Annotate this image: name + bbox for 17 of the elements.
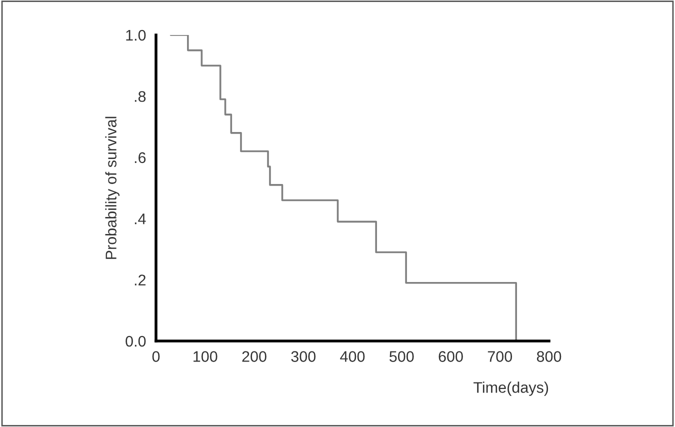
x-tick-label: 700: [488, 351, 512, 362]
y-tick-label: .6: [134, 152, 146, 164]
y-tick-label: .2: [134, 274, 146, 286]
x-axis-title: Time(days): [474, 382, 548, 396]
x-tick-label: 200: [242, 351, 266, 362]
y-tick-label: 1.0: [126, 30, 146, 41]
x-tick-label: 800: [536, 351, 562, 362]
x-tick-label: 100: [194, 351, 218, 362]
y-axis-title: Probability of survival: [105, 116, 120, 259]
x-tick-label: 600: [438, 351, 463, 362]
x-tick-label: 500: [389, 351, 414, 362]
y-tick-label: .4: [134, 214, 146, 224]
y-tick-label: .8: [134, 91, 146, 102]
x-tick-label: 400: [340, 351, 365, 362]
y-tick-label: 0.0: [126, 336, 146, 347]
x-tick-label: 300: [291, 351, 316, 362]
x-tick-label: 0: [152, 351, 160, 362]
